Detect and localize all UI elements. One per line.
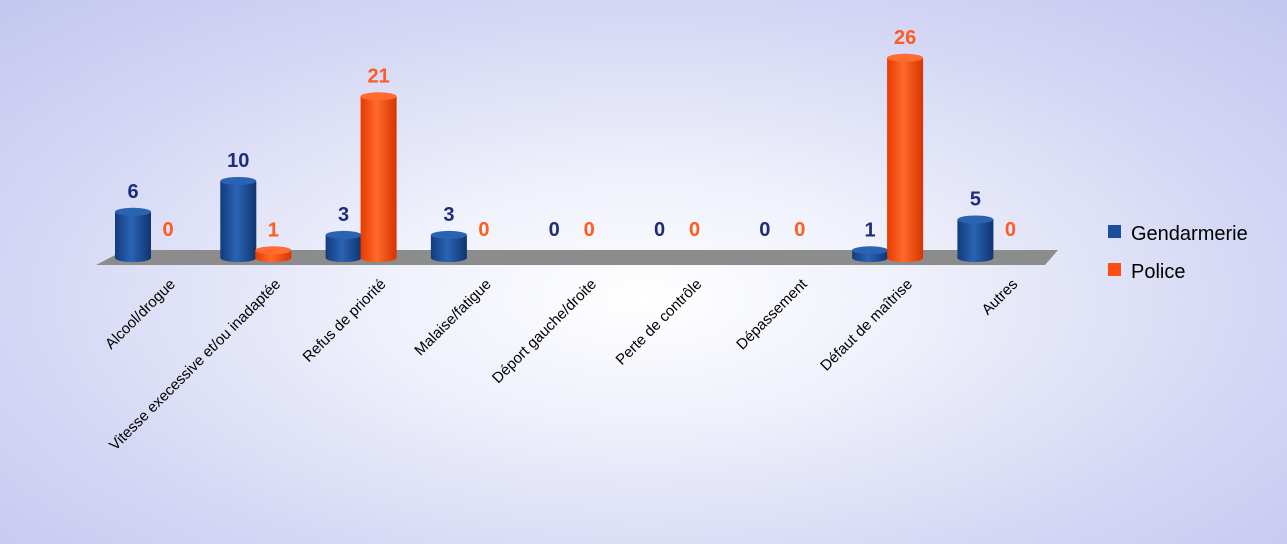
- bar-police-7: [887, 53, 924, 262]
- bar-gendarmerie-1: [220, 177, 257, 262]
- value-label-police-5: 0: [689, 219, 700, 241]
- value-label-gendarmerie-7: 1: [865, 219, 876, 241]
- bar-police-2: [360, 92, 397, 262]
- bar-police-1: [255, 246, 292, 262]
- value-label-gendarmerie-2: 3: [338, 204, 349, 226]
- category-label-0: Alcool/drogue: [102, 276, 179, 353]
- value-label-police-2: 21: [367, 65, 389, 87]
- legend-label-gendarmerie: Gendarmerie: [1131, 223, 1248, 245]
- value-label-police-1: 1: [268, 219, 279, 241]
- category-label-3: Malaise/fatigue: [411, 276, 494, 359]
- category-label-2: Refus de priorité: [300, 276, 390, 366]
- bars-layer: [115, 53, 994, 262]
- bar-gendarmerie-0: [115, 207, 151, 262]
- bar-gendarmerie-7: [852, 246, 889, 262]
- value-label-police-6: 0: [794, 219, 805, 241]
- category-label-1: Vitesse execessive et/ou inadaptée: [106, 276, 284, 454]
- value-label-police-3: 0: [478, 219, 489, 241]
- value-label-gendarmerie-4: 0: [549, 219, 560, 241]
- value-label-police-8: 0: [1005, 219, 1016, 241]
- value-label-police-7: 26: [894, 27, 916, 49]
- value-label-police-4: 0: [584, 219, 595, 241]
- legend-swatch-police: [1108, 263, 1121, 276]
- legend-label-police: Police: [1131, 261, 1185, 283]
- category-label-6: Dépassement: [733, 275, 811, 353]
- bar-gendarmerie-3: [430, 230, 467, 262]
- category-label-4: Déport gauche/droite: [489, 276, 600, 387]
- value-label-police-0: 0: [162, 219, 173, 241]
- value-label-gendarmerie-3: 3: [443, 204, 454, 226]
- legend-swatch-gendarmerie: [1108, 225, 1121, 238]
- value-label-gendarmerie-6: 0: [759, 219, 770, 241]
- legend: Gendarmerie Police: [1108, 223, 1248, 283]
- bar-gendarmerie-2: [325, 230, 362, 262]
- bar-gendarmerie-8: [957, 215, 994, 262]
- value-label-gendarmerie-1: 10: [227, 150, 249, 172]
- category-label-8: Autres: [979, 276, 1022, 319]
- category-label-7: Défaut de maîtrise: [817, 276, 916, 375]
- value-label-gendarmerie-8: 5: [970, 189, 981, 211]
- category-label-5: Perte de contrôle: [613, 276, 706, 369]
- value-label-gendarmerie-0: 6: [127, 181, 138, 203]
- value-labels-layer: 6 0 10 1 3 21 3 0 0 0 0 0 0 0 1 26 5 0: [127, 27, 1016, 242]
- value-label-gendarmerie-5: 0: [654, 219, 665, 241]
